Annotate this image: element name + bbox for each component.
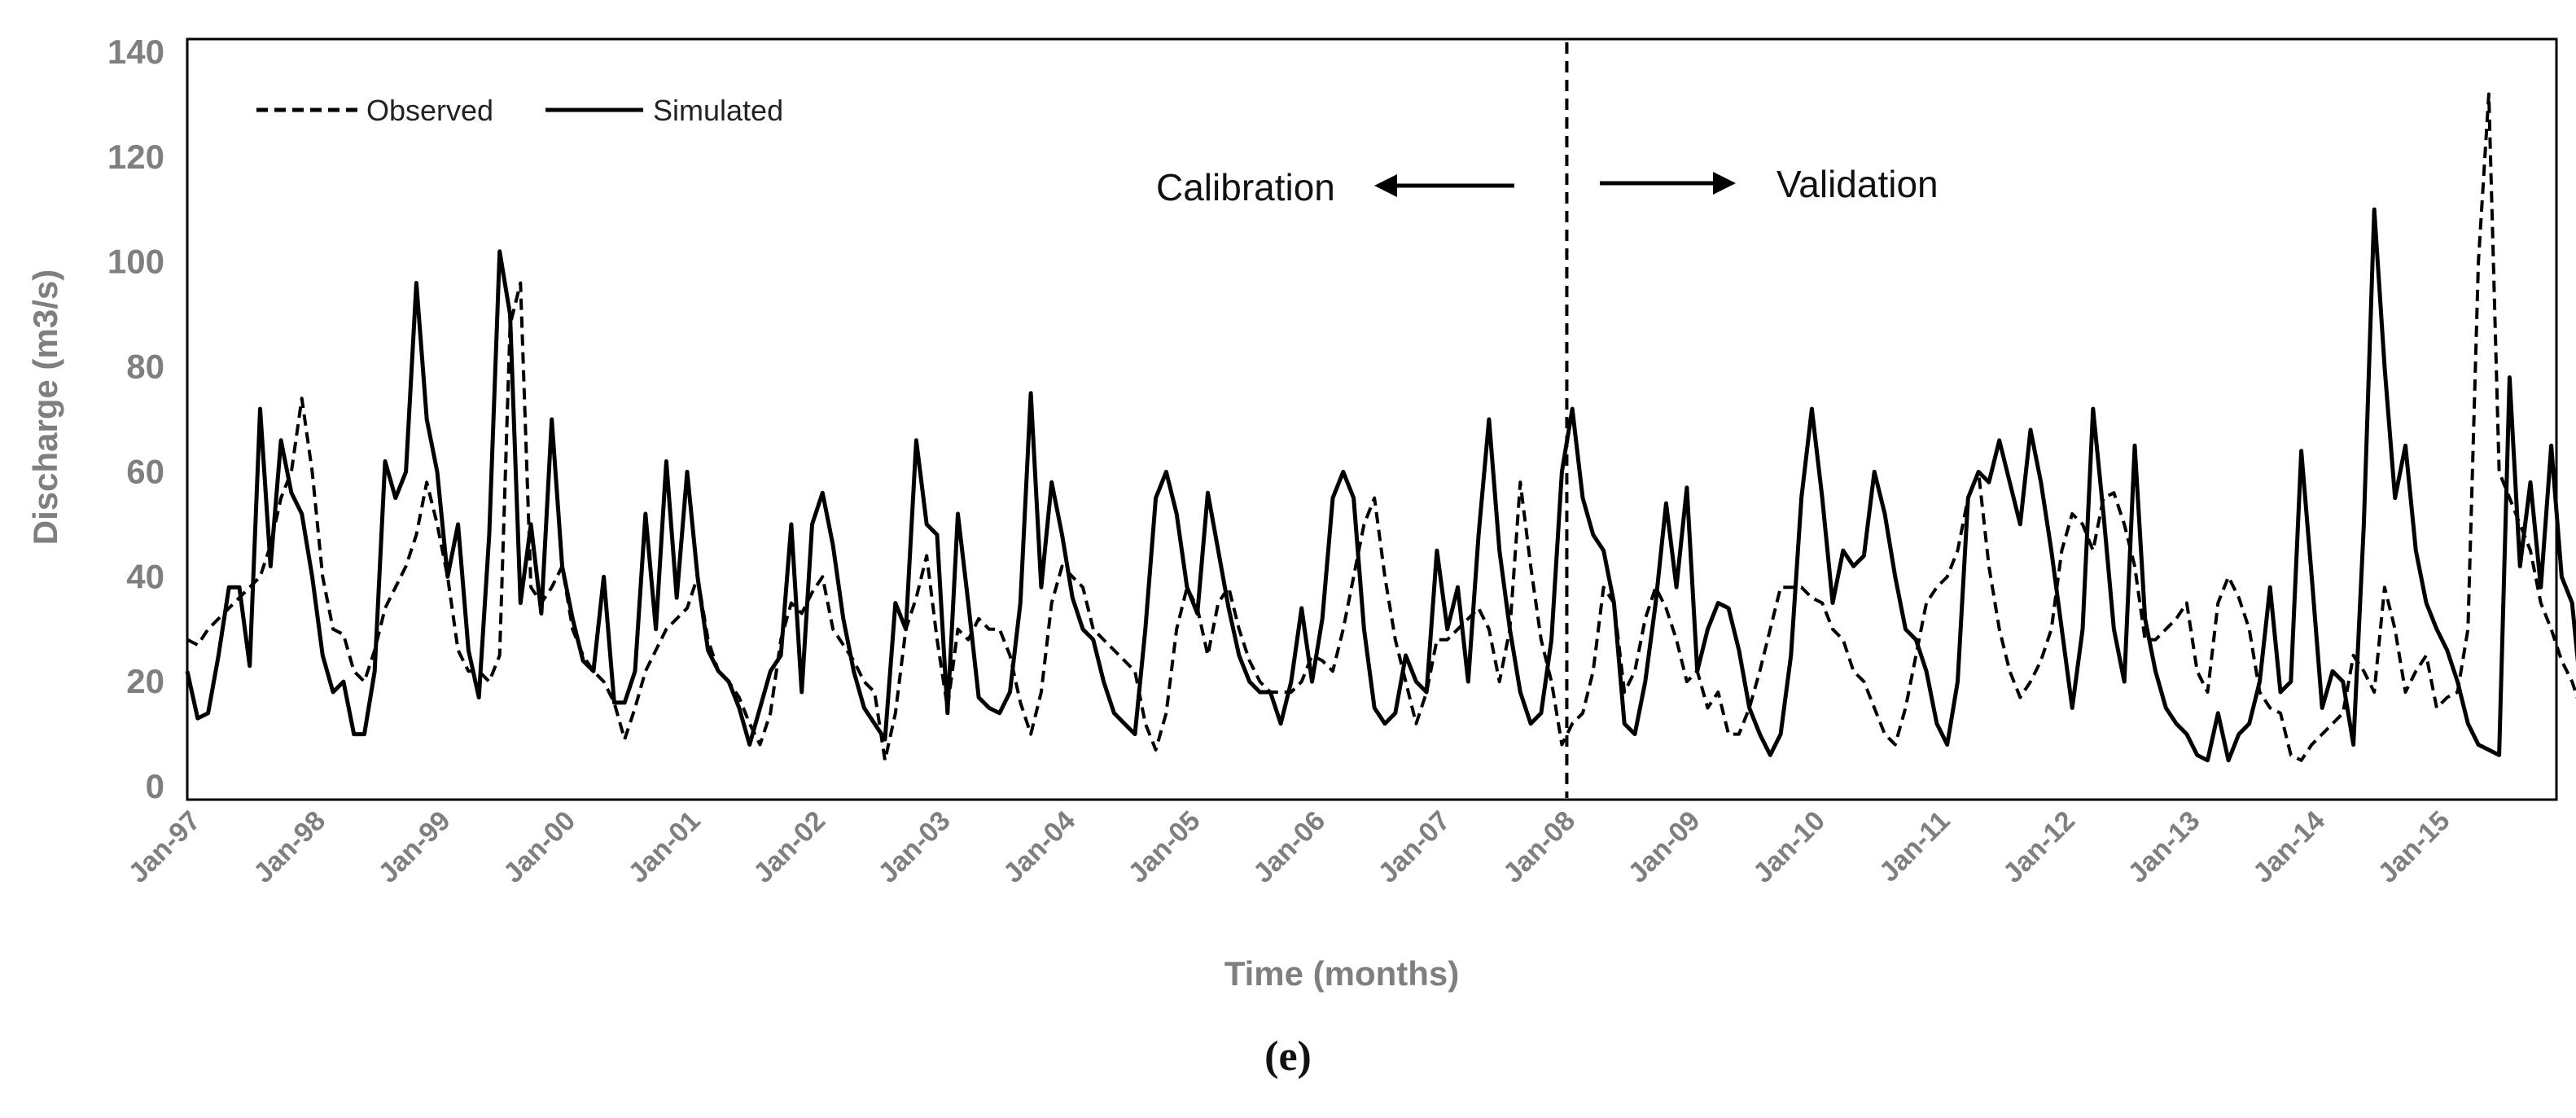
y-axis-ticks: 0 20 40 60 80 100 120 140 xyxy=(107,33,164,805)
x-tick-label: Jan-12 xyxy=(1997,805,2081,889)
calibration-label: Calibration xyxy=(1156,166,1335,208)
y-tick-label: 0 xyxy=(146,767,164,805)
y-tick-label: 40 xyxy=(126,557,164,595)
x-axis-ticks: Jan-97 Jan-98 Jan-99 Jan-00 Jan-01 Jan-02 Jan-… xyxy=(123,805,2456,889)
x-tick-label: Jan-98 xyxy=(248,805,331,889)
y-tick-label: 140 xyxy=(107,33,164,71)
x-tick-label: Jan-01 xyxy=(623,805,707,889)
y-tick-label: 80 xyxy=(126,348,164,386)
series-layer xyxy=(185,92,2576,763)
x-tick-label: Jan-09 xyxy=(1623,805,1706,889)
x-tick-label: Jan-04 xyxy=(997,805,1081,889)
x-tick-label: Jan-14 xyxy=(2247,805,2331,889)
validation-label: Validation xyxy=(1776,163,1939,205)
x-tick-label: Jan-99 xyxy=(373,805,457,889)
y-tick-label: 60 xyxy=(126,452,164,490)
period-annotations: Calibration Validation xyxy=(1156,163,1939,208)
series-line-observed xyxy=(186,92,2576,762)
x-tick-label: Jan-07 xyxy=(1373,805,1457,889)
y-tick-label: 100 xyxy=(107,243,164,281)
panel-caption: (e) xyxy=(1264,1033,1312,1080)
legend-observed-label: Observed xyxy=(366,94,493,127)
x-tick-label: Jan-08 xyxy=(1497,805,1581,889)
legend: Observed Simulated xyxy=(256,94,783,127)
x-tick-label: Jan-03 xyxy=(873,805,957,889)
x-axis-title: Time (months) xyxy=(1224,954,1460,993)
x-tick-label: Jan-00 xyxy=(497,805,581,889)
x-tick-label: Jan-11 xyxy=(1873,805,1956,888)
series-line-simulated xyxy=(185,207,2576,763)
y-tick-label: 120 xyxy=(107,138,164,176)
x-tick-label: Jan-97 xyxy=(123,805,207,889)
validation-arrowhead xyxy=(1713,172,1736,195)
x-tick-label: Jan-15 xyxy=(2372,805,2456,889)
y-axis-title: Discharge (m3/s) xyxy=(26,270,64,545)
plot-border xyxy=(186,37,2558,801)
x-tick-label: Jan-13 xyxy=(2123,805,2206,889)
calibration-arrowhead xyxy=(1374,174,1397,197)
x-tick-label: Jan-06 xyxy=(1247,805,1331,889)
legend-simulated-label: Simulated xyxy=(653,94,783,127)
y-tick-label: 20 xyxy=(126,662,164,700)
x-tick-label: Jan-02 xyxy=(747,805,831,889)
x-tick-label: Jan-10 xyxy=(1747,805,1831,889)
x-tick-label: Jan-05 xyxy=(1123,805,1207,889)
